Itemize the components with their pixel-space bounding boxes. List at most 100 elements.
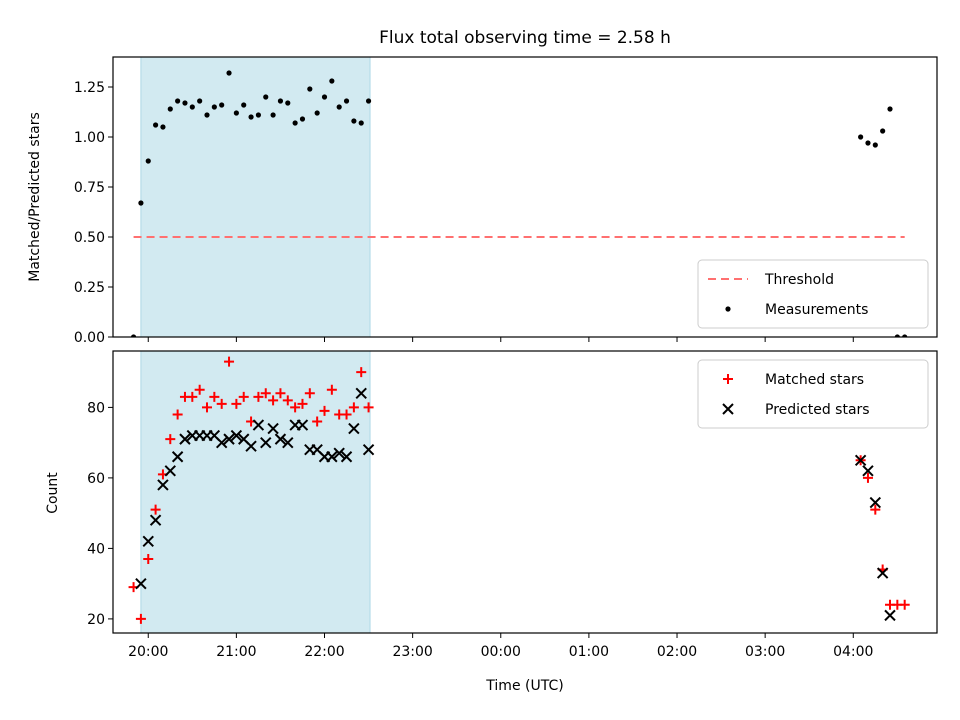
y-tick-label: 1.25 (74, 80, 105, 96)
measurement-point (902, 334, 908, 337)
matched-stars-point (326, 384, 337, 395)
predicted-stars-point (869, 496, 882, 509)
measurement-point (307, 86, 313, 92)
predicted-stars-point (296, 419, 309, 431)
matched-stars-point (187, 391, 198, 402)
x-tick-label: 03:00 (745, 644, 785, 660)
measurement-point (219, 102, 225, 108)
measurement-point (343, 98, 350, 104)
predicted-stars-point (230, 429, 243, 442)
shaded-observing-interval (140, 350, 371, 634)
y-tick-label: 0.75 (74, 180, 105, 196)
predicted-stars-point (282, 436, 294, 449)
y-tick-label: 20 (87, 612, 105, 628)
measurement-point (270, 112, 276, 118)
matched-stars-point (319, 405, 330, 416)
predicted-stars-point (223, 433, 235, 445)
measurement-point (358, 120, 364, 126)
measurement-point (351, 118, 357, 124)
x-axis-label: Time (UTC) (485, 678, 563, 694)
measurement-point (321, 94, 328, 100)
matched-stars-point (899, 599, 910, 610)
legend-marker (722, 403, 734, 415)
predicted-stars-point (267, 422, 279, 435)
predicted-stars-point (157, 479, 169, 491)
matched-stars-point (150, 504, 161, 515)
x-tick-label: 02:00 (657, 644, 697, 660)
matched-stars-point (165, 434, 176, 445)
legend-label: Matched stars (765, 372, 864, 388)
measurement-point (880, 128, 886, 134)
predicted-stars-point (862, 465, 874, 477)
matched-stars-point (275, 388, 286, 399)
measurement-point (182, 100, 188, 106)
predicted-stars-point (326, 451, 338, 463)
matched-stars-point (238, 391, 249, 402)
measurement-point (872, 142, 878, 148)
legend-marker (725, 306, 731, 312)
top-panel: Matched/Predicted stars 0.00 0.25 0.50 0.75… (27, 56, 938, 346)
measurement-point (292, 120, 298, 126)
matched-stars-point (268, 395, 279, 406)
measurement-point (299, 116, 306, 122)
measurement-point (189, 104, 195, 110)
matched-stars-point (216, 398, 227, 409)
measurement-point (285, 100, 291, 106)
predicted-stars-point (171, 451, 184, 463)
y-tick-label: 60 (87, 471, 105, 487)
matched-stars-point (290, 402, 301, 413)
x-tick-label: 23:00 (392, 644, 432, 660)
measurement-point (887, 106, 893, 112)
axes-frame (112, 350, 938, 634)
measurement-point (365, 98, 372, 104)
measurement-point (152, 122, 159, 128)
y-tick-label: 0.25 (74, 280, 105, 296)
matched-stars-point (304, 388, 315, 399)
matched-stars-point (348, 402, 359, 413)
measurement-point (241, 102, 247, 108)
matched-stars-point (870, 504, 881, 515)
predicted-stars-point (252, 419, 265, 431)
matched-stars-point (356, 367, 367, 378)
matched-stars-point (231, 398, 242, 409)
matched-stars-point (224, 356, 235, 367)
matched-stars-point (253, 391, 264, 402)
matched-stars-point (209, 391, 220, 402)
measurement-point (197, 98, 203, 104)
predicted-stars-point (260, 436, 272, 449)
predicted-stars-point (274, 433, 287, 445)
x-tick-label: 22:00 (304, 644, 344, 660)
measurement-point (160, 124, 166, 130)
predicted-stars-point (333, 447, 345, 459)
measurement-point (175, 98, 181, 104)
measurement-point (329, 78, 335, 84)
predicted-stars-point (884, 609, 896, 622)
matched-stars-point (862, 472, 873, 483)
axes-frame (112, 56, 938, 338)
x-tick-label: 01:00 (569, 644, 609, 660)
measurement-point (204, 112, 210, 118)
measurement-point (865, 140, 871, 146)
measurement-point (138, 200, 144, 206)
x-tick-label: 00:00 (481, 644, 521, 660)
predicted-stars-point (245, 440, 257, 452)
matched-stars-point (143, 553, 154, 564)
measurement-point (145, 158, 151, 164)
x-tick-label: 20:00 (128, 644, 168, 660)
matched-stars-point (363, 402, 374, 413)
matched-stars-point (312, 416, 323, 427)
measurement-point (263, 94, 269, 100)
measurement-point (167, 106, 173, 112)
measurement-point (130, 334, 137, 337)
shaded-observing-interval (140, 56, 371, 338)
bottom-panel: Count 20 40 60 80 20:00 21:00 22:00 23:00 00:00 0… (45, 350, 938, 660)
bottom-ylabel: Count (45, 472, 61, 514)
measurement-point (277, 98, 284, 104)
measurement-point (314, 110, 320, 116)
predicted-stars-point (355, 387, 367, 400)
measurement-point (894, 334, 900, 337)
matched-stars-point (297, 398, 308, 409)
measurement-point (248, 114, 254, 120)
measurement-point (858, 134, 864, 140)
y-tick-label: 80 (87, 400, 105, 416)
